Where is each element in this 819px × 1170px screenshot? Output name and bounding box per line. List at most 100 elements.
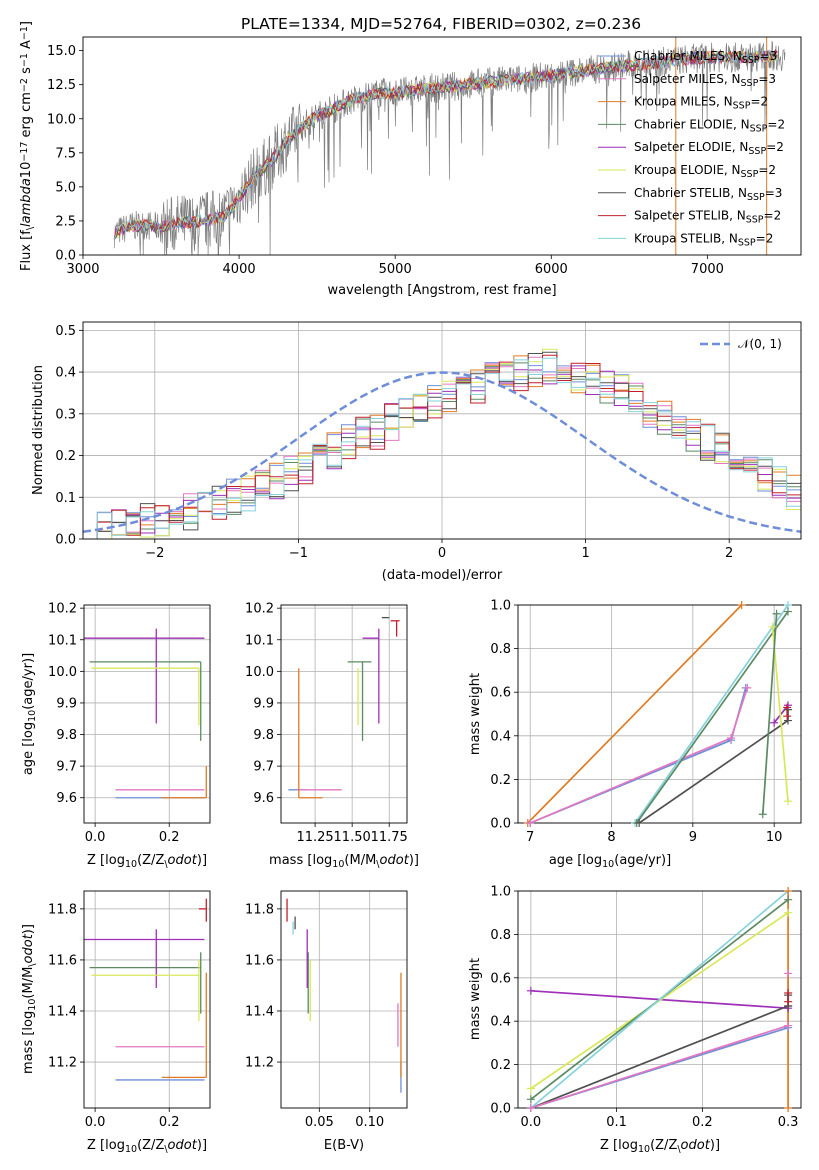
y-tick-label: 9.6 [253,791,274,806]
y-tick-label: 11.8 [48,902,77,917]
label-part: Z [155,1138,164,1153]
label-part: m [19,92,34,105]
label-part: e [21,680,36,688]
y-tick-label: 9.8 [56,728,77,743]
label-part: s [19,67,34,74]
label-part: 10 [125,1144,137,1155]
weight-marker [784,887,793,895]
label-part: - [346,1138,351,1153]
label-part: Chabrier STELIB, N [634,186,747,200]
y-tick-label: 10.1 [245,633,274,648]
model-spectrum-0 [113,49,778,240]
label-part: ] [551,283,556,298]
label-part: ( [21,994,36,999]
weight-marker [784,1021,793,1030]
label-part: t [404,853,410,868]
label-part: ] [19,21,34,26]
label-part: =2 [766,140,784,154]
label-part: A [19,40,34,49]
y-tick-label: 0.0 [55,249,76,264]
label-part: SSP [747,191,765,202]
label-part: g [21,722,36,730]
label-part: ) [197,853,202,868]
label-part: [ [19,235,34,240]
y-tick-label: 11.6 [245,953,274,968]
x-tick-label: 0.2 [159,1115,180,1130]
label-part: o [21,730,36,738]
label-part: =2 [758,163,776,177]
label-part: =3 [758,72,776,86]
label-part: d [176,853,185,868]
label-part: Chabrier ELODIE, N [634,117,750,131]
label-part: l [21,1027,36,1031]
legend-label-5: Kroupa ELODIE, NSSP=2 [634,163,776,180]
label-part: Salpeter STELIB, N [634,209,746,223]
label-part: =3 [765,186,783,200]
label-part: [ [613,1138,618,1153]
x-tick-label: 6000 [535,262,568,277]
legend-label-1: Salpeter MILES, NSSP=3 [634,72,776,89]
label-part: t [192,853,198,868]
weight-marker [784,895,793,904]
label-part: l [105,1138,109,1153]
label-part: a [21,767,36,775]
label-part: ] [21,653,36,658]
weight-marker [783,712,792,721]
legend-label-8: Kroupa STELIB, NSSP=2 [634,231,773,248]
y-tick-label: 0.0 [490,817,511,832]
label-part: Z [655,1138,664,1153]
label-part: \ [25,226,36,230]
label-part: M [21,982,36,993]
label-part: s [296,853,303,868]
weight-marker [784,1104,793,1112]
label-part: \ [164,859,168,870]
label-part: −17 [19,142,30,162]
label-part: f [19,230,34,235]
label-part: / [644,853,649,868]
label-part: b [19,194,34,202]
label-part: l [362,283,366,298]
x-tick-label: 0.0 [85,1115,106,1130]
label-part: g [117,853,125,868]
age-vs-mass-panel: 11.25 11.50 11.75 9.6 9.7 9.8 9.9 10.0 10.1 10.2 m… [245,602,419,870]
label-part: ] [202,853,207,868]
weight-marker [784,908,793,917]
label-part: Kroupa ELODIE, N [634,163,741,177]
mass-vs-Z-panel-ylabel: mass [log10(M/M\odot)] [21,924,38,1074]
label-part: ( [650,1138,655,1153]
label-part: e [19,129,34,137]
y-tick-label: 1.0 [490,885,511,900]
label-part: l [105,853,109,868]
label-part: Z [155,853,164,868]
label-part: Z [668,1138,677,1153]
histogram-step-1 [83,356,801,539]
label-part: o [184,853,192,868]
label-part: y [648,853,656,868]
label-part: o [697,1138,705,1153]
label-part: o [622,1138,630,1153]
label-part: SSP [738,237,756,248]
y-tick-label: 11.4 [245,1004,274,1019]
weight-marker [526,1095,535,1104]
label-part: n [421,283,429,298]
label-part: SSP [741,77,759,88]
y-tick-label: 0.4 [55,366,76,381]
label-part: e [565,853,573,868]
label-part: Chabrier MILES, N [634,49,742,63]
label-part: \ [27,963,38,967]
label-part: 10 [27,710,38,722]
histogram-step-2 [83,355,801,539]
y-tick-label: 10.0 [48,665,77,680]
label-part: g [382,283,390,298]
label-part: F [19,264,34,271]
x-tick-label: 7000 [691,262,724,277]
y-tick-label: 1.0 [490,599,511,614]
label-part: g [21,759,36,767]
label-part: / [664,1138,669,1153]
label-part: B [337,1138,346,1153]
label-part: =3 [760,49,778,63]
label-part: Salpeter ELODIE, N [634,140,748,154]
label-part: e [21,751,36,759]
label-part: =2 [756,231,774,245]
label-part: y [21,668,36,676]
